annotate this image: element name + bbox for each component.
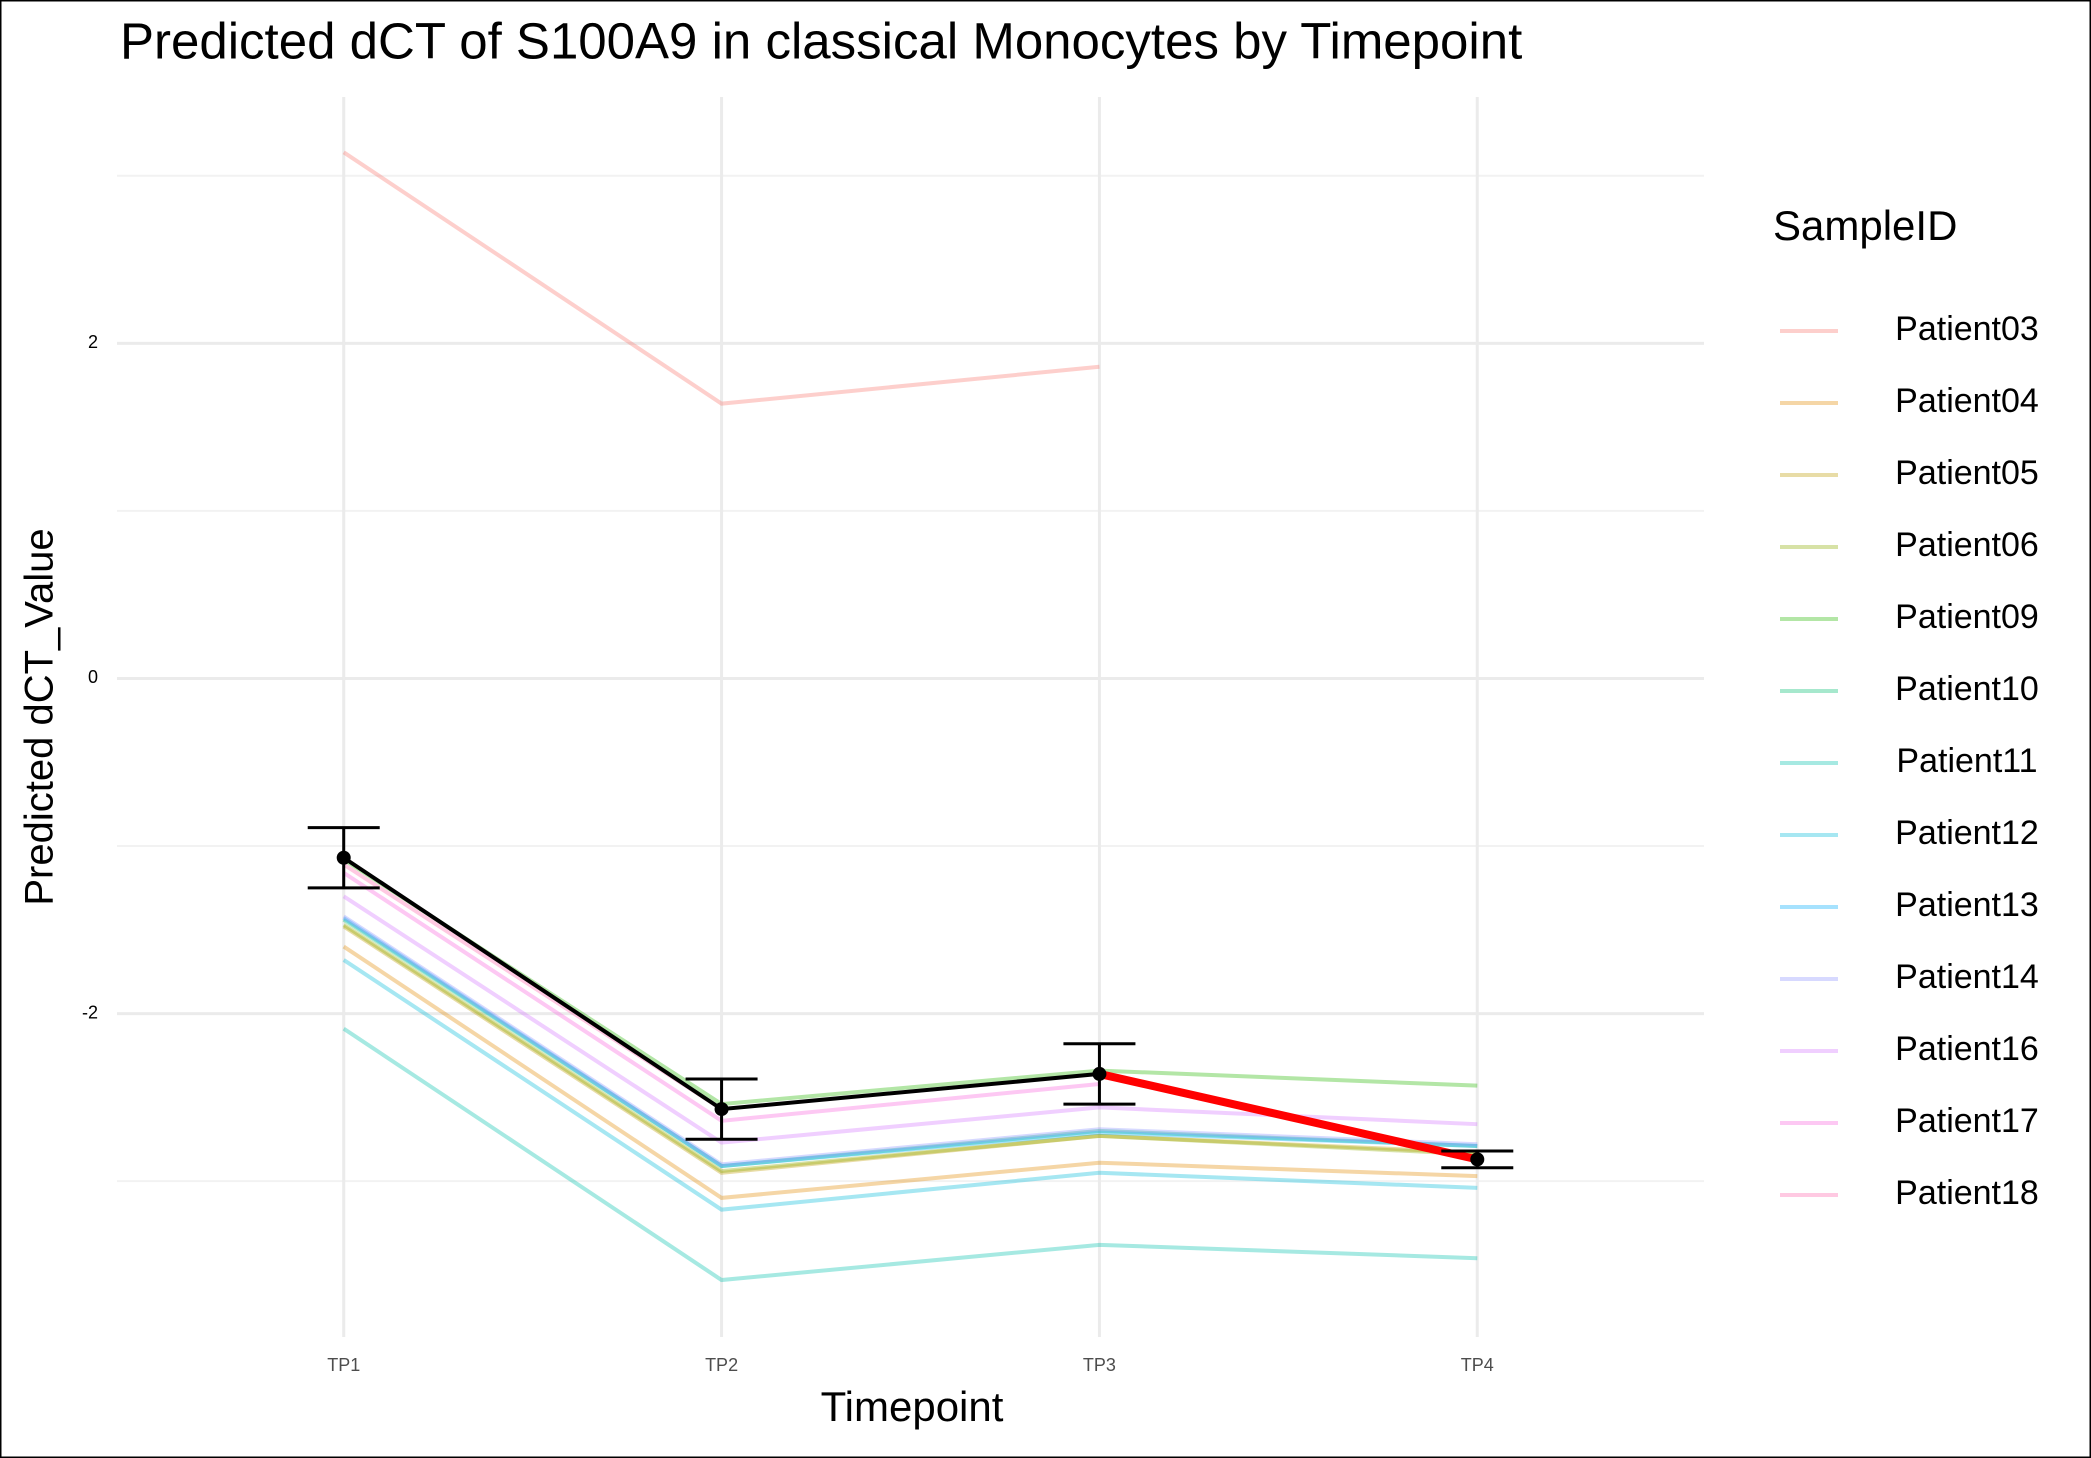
series-line xyxy=(342,150,1100,406)
legend-label: Patient17 xyxy=(1895,1102,2039,1140)
mean-point xyxy=(1470,1152,1485,1167)
chart-title: Predicted dCT of S100A9 in classical Mon… xyxy=(120,12,1522,69)
y-tick-label: -2 xyxy=(82,1002,98,1022)
x-tick-label: TP3 xyxy=(1083,1355,1116,1375)
legend-label: Patient13 xyxy=(1895,886,2039,924)
y-tick-label: 2 xyxy=(88,332,98,352)
legend-label: Patient10 xyxy=(1895,670,2039,708)
mean-point xyxy=(714,1102,729,1117)
legend-label: Patient16 xyxy=(1895,1030,2039,1068)
series-line xyxy=(342,923,1478,1174)
legend-label: Patient03 xyxy=(1895,310,2039,348)
legend-label: Patient04 xyxy=(1895,382,2039,420)
mean-point xyxy=(1092,1066,1107,1081)
mean-line-highlight xyxy=(1098,1070,1479,1164)
y-axis-label: Predicted dCT_Value xyxy=(18,528,62,905)
series-line xyxy=(342,1027,1478,1283)
legend-label: Patient14 xyxy=(1895,958,2039,996)
legend-label: Patient11 xyxy=(1896,742,2037,780)
x-tick-label: TP1 xyxy=(327,1355,360,1375)
x-tick-label: TP4 xyxy=(1461,1355,1494,1375)
series-line xyxy=(342,958,1478,1212)
x-axis-label: Timepoint xyxy=(821,1383,1004,1430)
legend-label: Patient12 xyxy=(1895,814,2039,852)
legend-label: Patient09 xyxy=(1895,598,2039,636)
x-tick-label: TP2 xyxy=(705,1355,738,1375)
series-line xyxy=(342,916,1478,1169)
series-line xyxy=(342,924,1478,1175)
legend-label: Patient06 xyxy=(1895,526,2039,564)
mean-point xyxy=(336,850,351,865)
series-line xyxy=(342,918,1478,1169)
legend-title: SampleID xyxy=(1773,202,1957,249)
series-line xyxy=(342,914,1478,1167)
legend-label: Patient05 xyxy=(1895,454,2039,492)
legend-label: Patient18 xyxy=(1895,1174,2039,1212)
series-line xyxy=(342,944,1478,1200)
y-tick-label: 0 xyxy=(88,667,98,687)
